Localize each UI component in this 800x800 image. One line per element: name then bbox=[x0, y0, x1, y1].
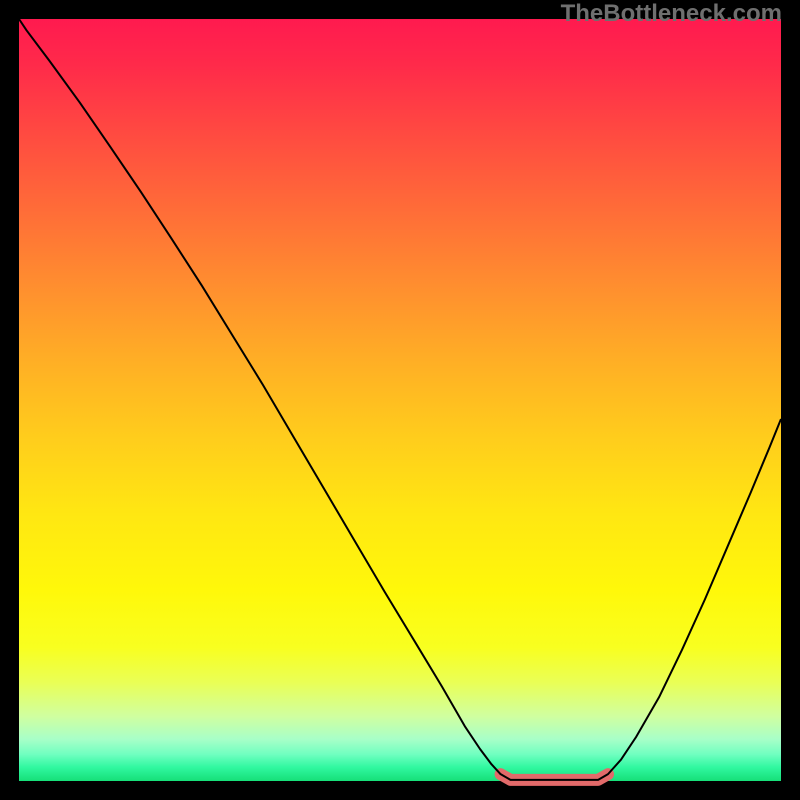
bottleneck-chart: TheBottleneck.com bbox=[0, 0, 800, 800]
watermark-text: TheBottleneck.com bbox=[561, 0, 782, 28]
plot-gradient-background bbox=[19, 19, 781, 781]
